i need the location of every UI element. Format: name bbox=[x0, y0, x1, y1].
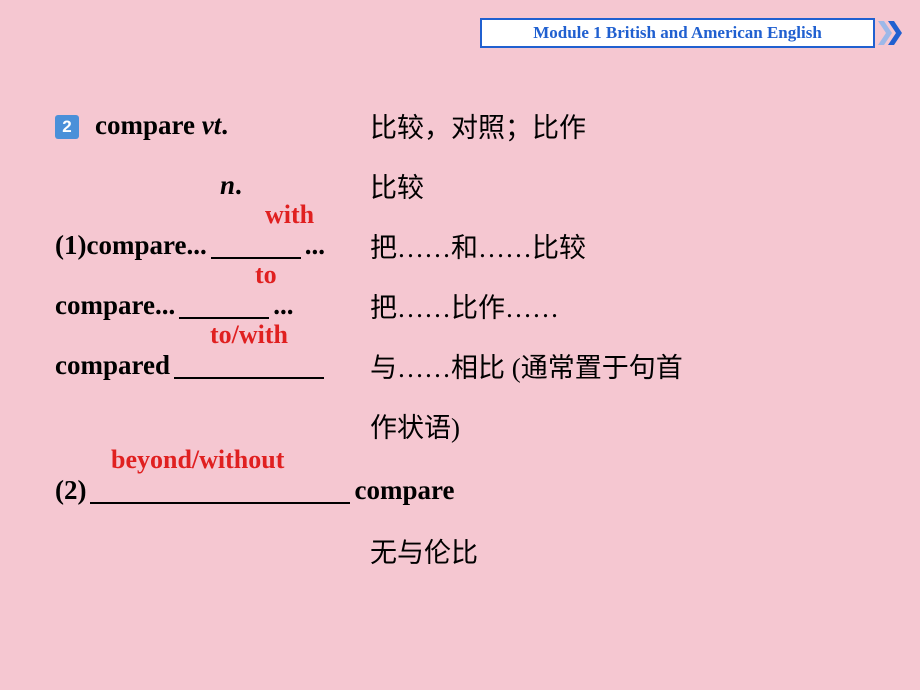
pos-vt: vt bbox=[202, 110, 222, 140]
line-4: to compare... ... 把……比作…… bbox=[55, 275, 880, 335]
answer-towith: to/with bbox=[210, 320, 288, 350]
line-5: to/with compared 与……相比 (通常置于句首 bbox=[55, 335, 880, 395]
blank-1 bbox=[211, 231, 301, 259]
phrase-4-prefix: (2) bbox=[55, 475, 86, 505]
phrase-1-suffix: ... bbox=[305, 230, 325, 260]
line-8: 无与伦比 bbox=[55, 520, 880, 580]
phrase-1-zh: 把……和……比较 bbox=[370, 233, 586, 263]
item-number-badge: 2 bbox=[55, 115, 79, 139]
phrase-1-prefix: (1)compare... bbox=[55, 230, 207, 260]
phrase-2-suffix: ... bbox=[273, 290, 293, 320]
phrase-4-suffix: compare bbox=[354, 475, 454, 505]
answer-beyond: beyond/without bbox=[111, 445, 284, 475]
blank-3 bbox=[174, 351, 324, 379]
line-2: n. 比较 bbox=[55, 155, 880, 215]
headword: compare vt. bbox=[95, 110, 228, 140]
phrase-3-prefix: compared bbox=[55, 350, 170, 380]
line-3: with (1)compare... ... 把……和……比较 bbox=[55, 215, 880, 275]
module-header-box: Module 1 British and American English bbox=[480, 18, 875, 48]
line-1: 2 compare vt. 比较，对照；比作 bbox=[55, 95, 880, 155]
answer-to: to bbox=[255, 260, 277, 290]
phrase-4-zh: 无与伦比 bbox=[370, 538, 478, 568]
phrase-3-zh-b: 作状语) bbox=[370, 413, 460, 443]
chevron-icon bbox=[878, 18, 908, 48]
blank-2 bbox=[179, 291, 269, 319]
line-7: beyond/without (2) compare bbox=[55, 460, 880, 520]
answer-with: with bbox=[265, 200, 314, 230]
phrase-2-prefix: compare... bbox=[55, 290, 175, 320]
blank-4 bbox=[90, 476, 350, 504]
phrase-2-zh: 把……比作…… bbox=[370, 293, 559, 323]
pos-n: n bbox=[220, 170, 235, 200]
module-header-text: Module 1 British and American English bbox=[533, 23, 822, 43]
content-area: 2 compare vt. 比较，对照；比作 n. 比较 with (1)com… bbox=[55, 95, 880, 580]
definition-n: 比较 bbox=[370, 173, 424, 203]
phrase-3-zh-a: 与……相比 (通常置于句首 bbox=[370, 353, 683, 383]
definition-vt: 比较，对照；比作 bbox=[370, 113, 586, 143]
